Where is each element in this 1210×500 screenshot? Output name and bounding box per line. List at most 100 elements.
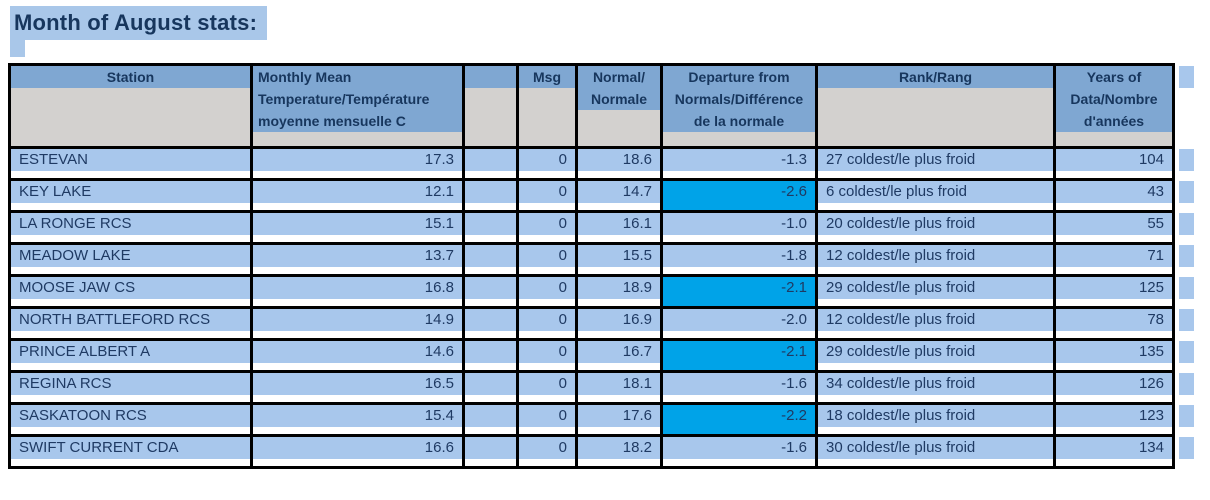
cell-rank: 12 coldest/le plus froid (818, 309, 1053, 338)
cell-departure: -1.0 (663, 213, 815, 242)
cell-rank: 18 coldest/le plus froid (818, 405, 1053, 434)
cell-station: KEY LAKE (11, 181, 250, 210)
cell-mean: 16.5 (253, 373, 462, 402)
cell-mean: 13.7 (253, 245, 462, 274)
cell-normal: 18.1 (578, 373, 660, 402)
cell-station: ESTEVAN (11, 149, 250, 178)
cell-normal: 18.6 (578, 149, 660, 178)
cell-msg: 0 (519, 213, 575, 242)
cell-years: 123 (1056, 405, 1172, 434)
cell-msg: 0 (519, 309, 575, 338)
cell-mean: 16.8 (253, 277, 462, 306)
header-msg: Msg (519, 66, 575, 146)
cell-normal: 14.7 (578, 181, 660, 210)
cell-msg: 0 (519, 245, 575, 274)
cell-years: 71 (1056, 245, 1172, 274)
cell-years: 55 (1056, 213, 1172, 242)
selection-tab (1179, 66, 1194, 88)
cell-station: PRINCE ALBERT A (11, 341, 250, 370)
cell-normal: 16.1 (578, 213, 660, 242)
header-rank: Rank/Rang (818, 66, 1053, 146)
selection-tab (1179, 405, 1194, 427)
cell-rank: 29 coldest/le plus froid (818, 341, 1053, 370)
selection-tab (1179, 341, 1194, 363)
cell-years: 104 (1056, 149, 1172, 178)
cell-rank: 30 coldest/le plus froid (818, 437, 1053, 466)
cell-years: 134 (1056, 437, 1172, 466)
cell-departure: -2.0 (663, 309, 815, 338)
selection-tab (1179, 373, 1194, 395)
cell-msg: 0 (519, 373, 575, 402)
cell-blank (465, 213, 516, 242)
cell-years: 135 (1056, 341, 1172, 370)
selection-tab (1179, 213, 1194, 235)
cell-mean: 14.9 (253, 309, 462, 338)
cell-station: MEADOW LAKE (11, 245, 250, 274)
title-selection-strip (10, 40, 25, 57)
selection-tab (1179, 245, 1194, 267)
page-title: Month of August stats: (10, 6, 268, 40)
cell-blank (465, 405, 516, 434)
cell-blank (465, 149, 516, 178)
cell-departure: -1.8 (663, 245, 815, 274)
cell-mean: 17.3 (253, 149, 462, 178)
cell-blank (465, 181, 516, 210)
cell-blank (465, 277, 516, 306)
cell-rank: 29 coldest/le plus froid (818, 277, 1053, 306)
cell-blank (465, 245, 516, 274)
cell-departure: -2.1 (663, 277, 815, 306)
cell-msg: 0 (519, 181, 575, 210)
cell-departure: -2.6 (663, 181, 815, 210)
cell-msg: 0 (519, 277, 575, 306)
stats-table: Station Monthly Mean Temperature/Tempéra… (8, 63, 1194, 469)
cell-departure: -2.1 (663, 341, 815, 370)
cell-blank (465, 437, 516, 466)
cell-station: NORTH BATTLEFORD RCS (11, 309, 250, 338)
cell-mean: 12.1 (253, 181, 462, 210)
cell-blank (465, 341, 516, 370)
cell-rank: 6 coldest/le plus froid (818, 181, 1053, 210)
cell-rank: 27 coldest/le plus froid (818, 149, 1053, 178)
cell-mean: 14.6 (253, 341, 462, 370)
selection-tab (1179, 277, 1194, 299)
cell-station: LA RONGE RCS (11, 213, 250, 242)
cell-msg: 0 (519, 405, 575, 434)
header-years: Years of Data/Nombre d'années (1056, 66, 1172, 146)
header-station: Station (11, 66, 250, 146)
cell-blank (465, 373, 516, 402)
selection-tab (1179, 309, 1194, 331)
cell-normal: 18.2 (578, 437, 660, 466)
cell-years: 126 (1056, 373, 1172, 402)
cell-rank: 12 coldest/le plus froid (818, 245, 1053, 274)
cell-station: MOOSE JAW CS (11, 277, 250, 306)
cell-normal: 15.5 (578, 245, 660, 274)
cell-station: SASKATOON RCS (11, 405, 250, 434)
cell-normal: 16.7 (578, 341, 660, 370)
cell-departure: -1.6 (663, 373, 815, 402)
header-monthly-mean: Monthly Mean Temperature/Température moy… (253, 66, 462, 146)
selection-tab (1179, 181, 1194, 203)
cell-mean: 16.6 (253, 437, 462, 466)
header-normal: Normal/ Normale (578, 66, 660, 146)
cell-mean: 15.4 (253, 405, 462, 434)
cell-rank: 20 coldest/le plus froid (818, 213, 1053, 242)
cell-departure: -1.3 (663, 149, 815, 178)
cell-years: 43 (1056, 181, 1172, 210)
header-departure: Departure from Normals/Différence de la … (663, 66, 815, 146)
cell-station: SWIFT CURRENT CDA (11, 437, 250, 466)
cell-msg: 0 (519, 437, 575, 466)
cell-departure: -1.6 (663, 437, 815, 466)
cell-normal: 18.9 (578, 277, 660, 306)
cell-blank (465, 309, 516, 338)
cell-station: REGINA RCS (11, 373, 250, 402)
stats-grid: Station Monthly Mean Temperature/Tempéra… (8, 63, 1175, 469)
cell-mean: 15.1 (253, 213, 462, 242)
cell-normal: 16.9 (578, 309, 660, 338)
cell-years: 125 (1056, 277, 1172, 306)
cell-msg: 0 (519, 341, 575, 370)
cell-departure: -2.2 (663, 405, 815, 434)
cell-msg: 0 (519, 149, 575, 178)
cell-normal: 17.6 (578, 405, 660, 434)
selection-tab (1179, 149, 1194, 171)
header-blank (465, 66, 516, 146)
